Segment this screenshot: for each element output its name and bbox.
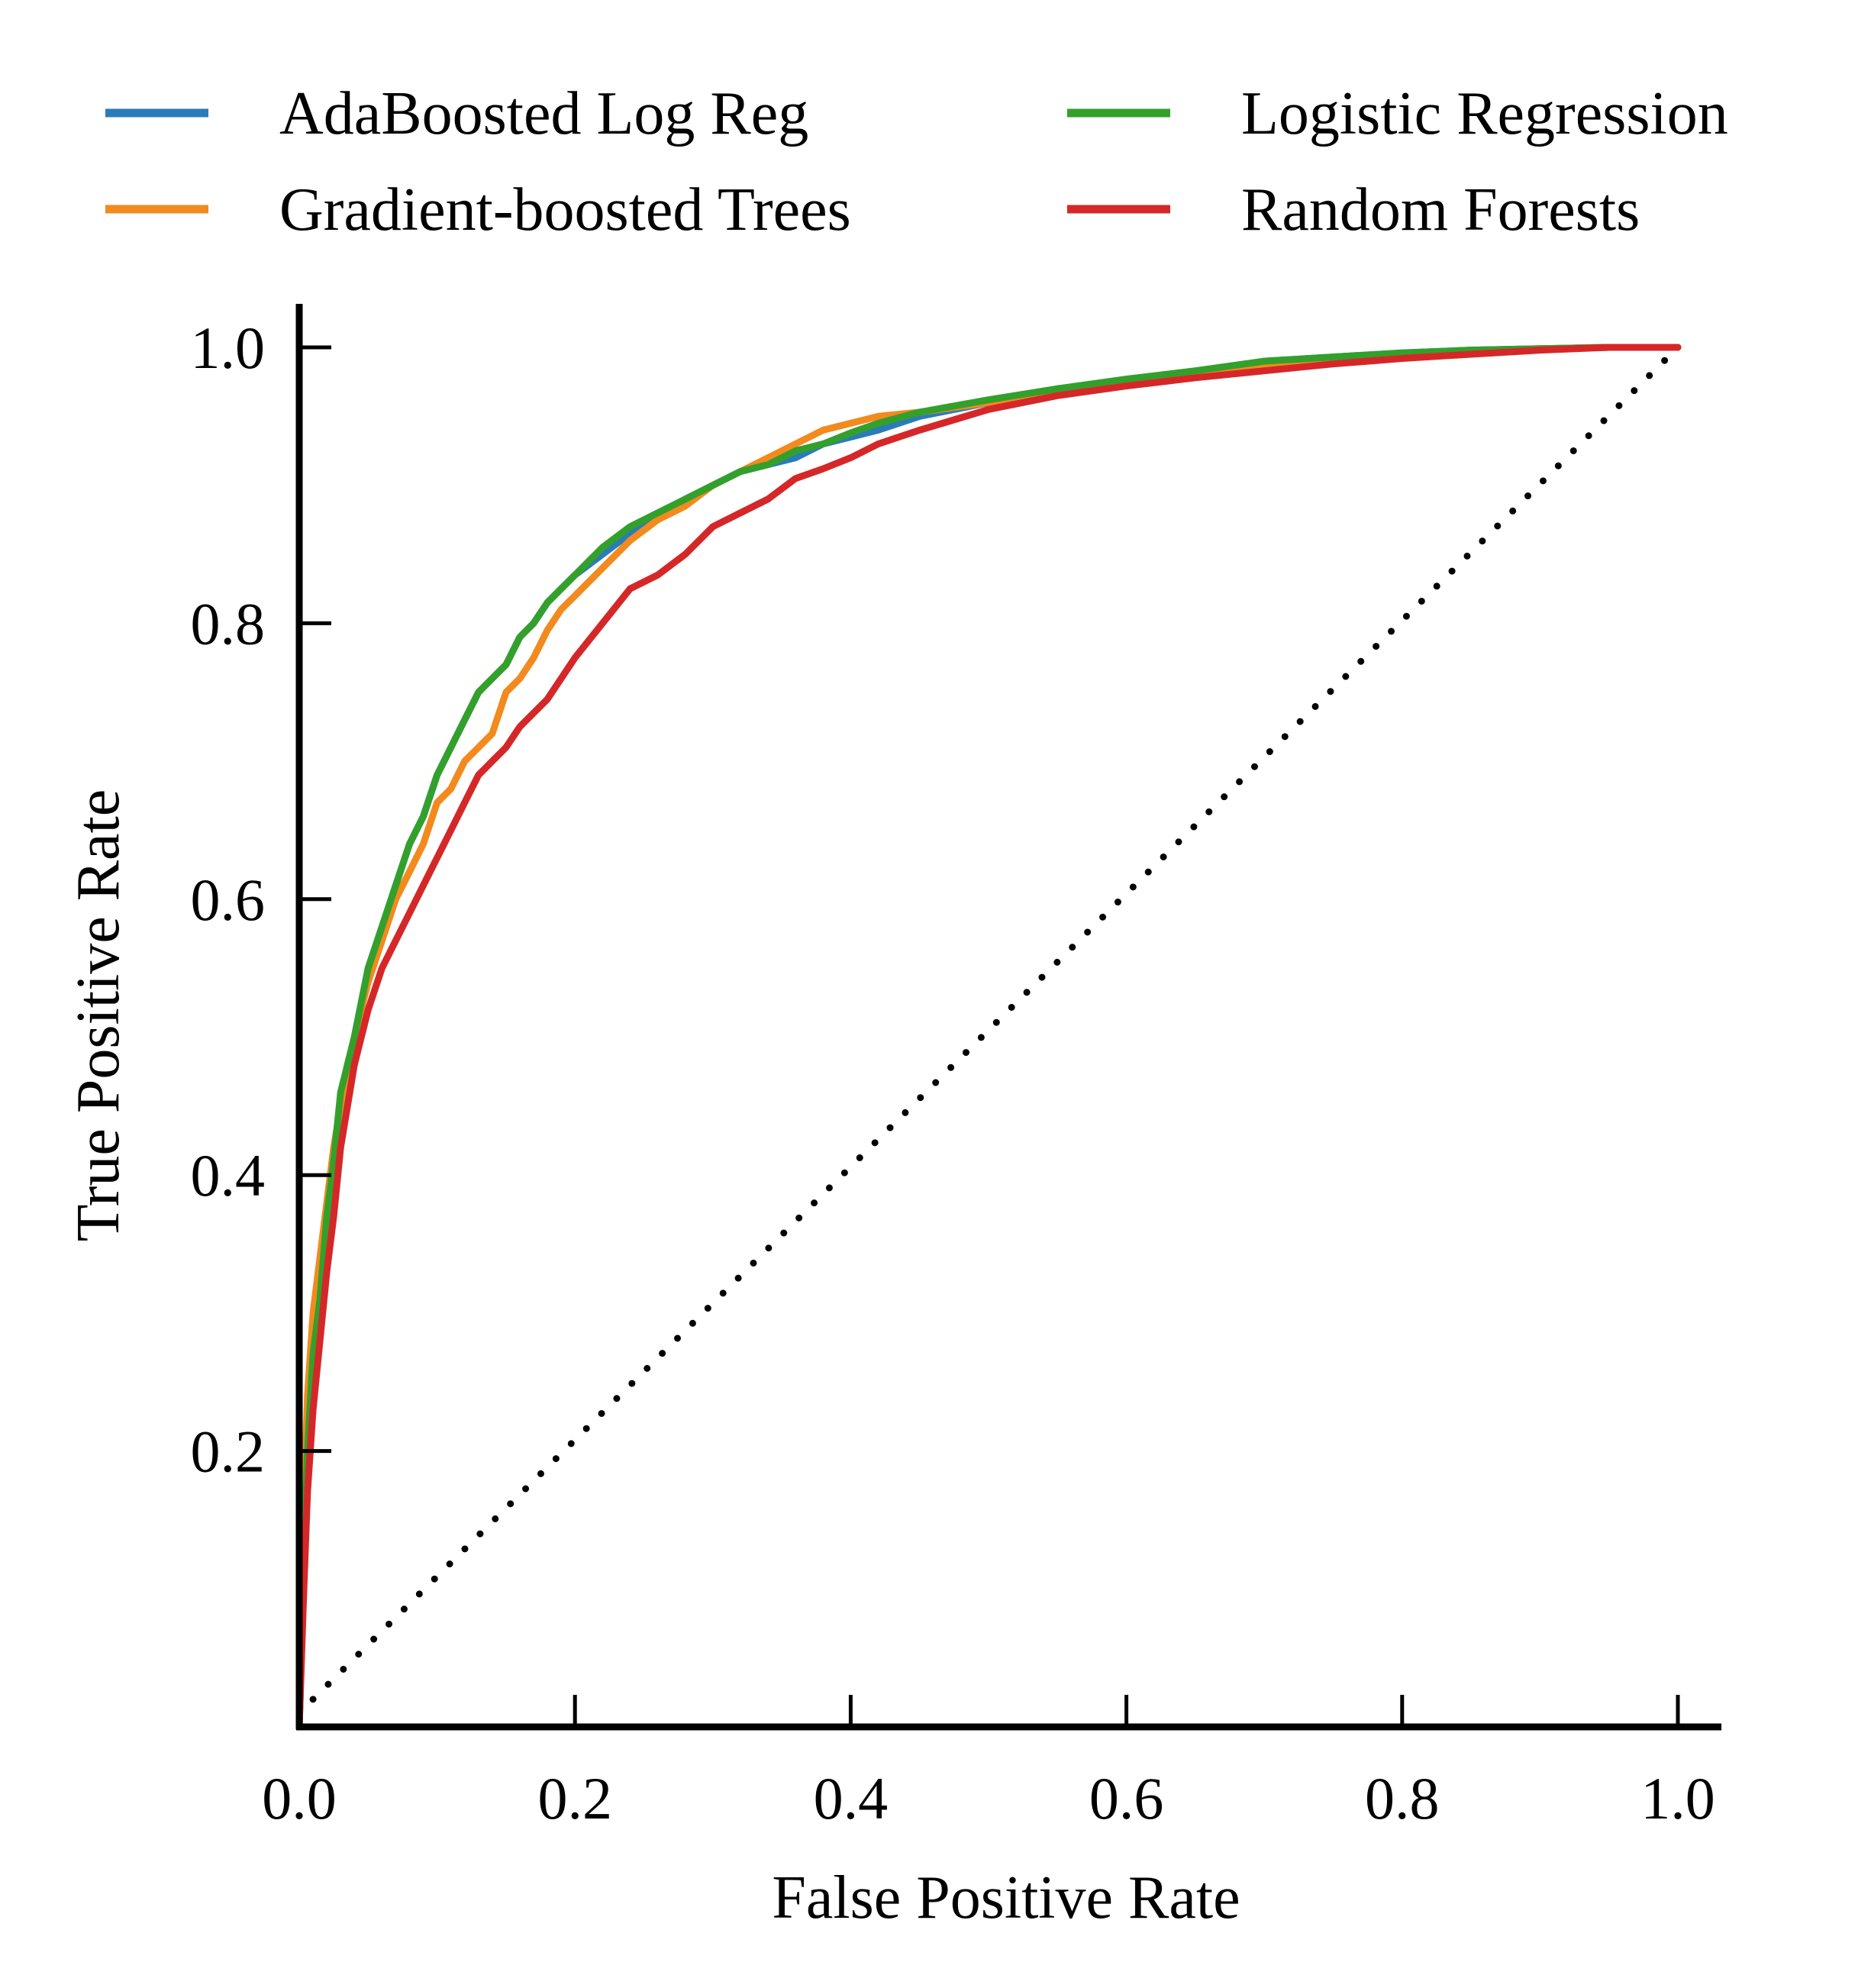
x-tick-label: 1.0	[1640, 1765, 1715, 1831]
legend-label: Logistic Regression	[1241, 80, 1728, 147]
y-tick-label: 1.0	[191, 315, 266, 381]
x-tick-label: 0.4	[814, 1765, 889, 1831]
x-tick-label: 0.2	[537, 1765, 612, 1831]
legend-label: AdaBoosted Log Reg	[279, 80, 808, 147]
x-tick-label: 0.8	[1365, 1765, 1440, 1831]
ticks: 0.0 0.2 0.4 0.6 0.8 1.0 0.2 0.4 0.6 0.8 1.0	[191, 315, 1715, 1831]
axes	[295, 304, 1721, 1731]
y-tick-label: 0.8	[191, 590, 266, 657]
chance-line	[309, 344, 1682, 1703]
series-line-adaboosted-log-reg	[295, 344, 1682, 1731]
x-tick-label: 0.0	[262, 1765, 337, 1831]
y-tick-label: 0.4	[191, 1142, 266, 1209]
legend-label: Gradient-boosted Trees	[279, 176, 851, 244]
series-lines	[295, 344, 1682, 1731]
legend-label: Random Forests	[1241, 176, 1640, 244]
x-tick-label: 0.6	[1089, 1765, 1164, 1831]
series-line-logistic-regression	[295, 344, 1682, 1731]
x-axis-title: False Positive Rate	[772, 1864, 1240, 1932]
y-tick-label: 0.6	[191, 867, 266, 933]
y-tick-label: 0.2	[191, 1418, 266, 1485]
legend: AdaBoosted Log Reg Gradient-boosted Trees…	[105, 80, 1728, 244]
reference-diagonal	[309, 344, 1682, 1703]
y-axis-title: True Positive Rate	[65, 789, 132, 1242]
series-line-gradient-boosted-trees	[295, 344, 1682, 1731]
series-line-random-forests	[295, 344, 1682, 1731]
